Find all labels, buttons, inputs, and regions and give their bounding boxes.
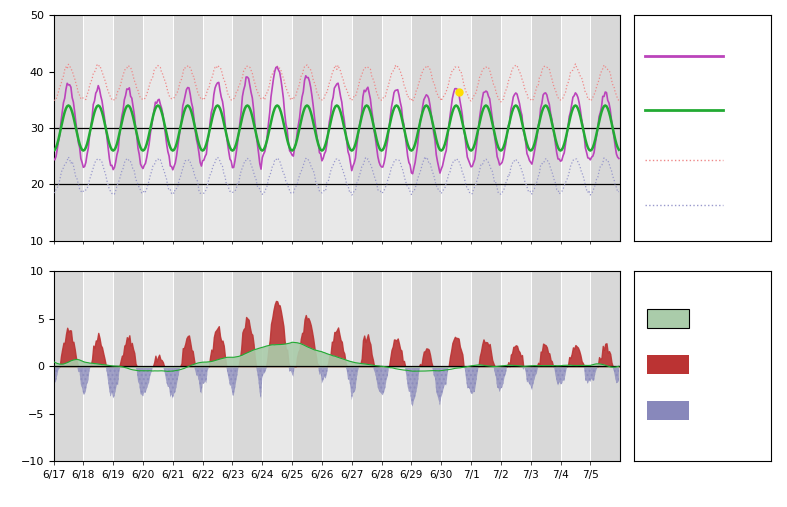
Bar <box>113 271 143 461</box>
Bar <box>54 271 83 461</box>
Bar <box>590 15 620 241</box>
Bar <box>412 15 442 241</box>
Bar <box>232 271 262 461</box>
Bar <box>292 271 322 461</box>
Bar <box>352 271 382 461</box>
Bar <box>471 271 501 461</box>
Bar <box>113 15 143 241</box>
Bar <box>471 15 501 241</box>
Bar <box>648 309 689 329</box>
Bar <box>173 271 202 461</box>
Bar <box>352 15 382 241</box>
Bar <box>54 15 83 241</box>
Bar <box>648 401 689 420</box>
Bar <box>412 271 442 461</box>
Bar <box>232 15 262 241</box>
Bar <box>530 15 560 241</box>
Bar <box>292 15 322 241</box>
Bar <box>590 271 620 461</box>
Bar <box>530 271 560 461</box>
Bar <box>173 15 202 241</box>
Bar <box>648 355 689 374</box>
